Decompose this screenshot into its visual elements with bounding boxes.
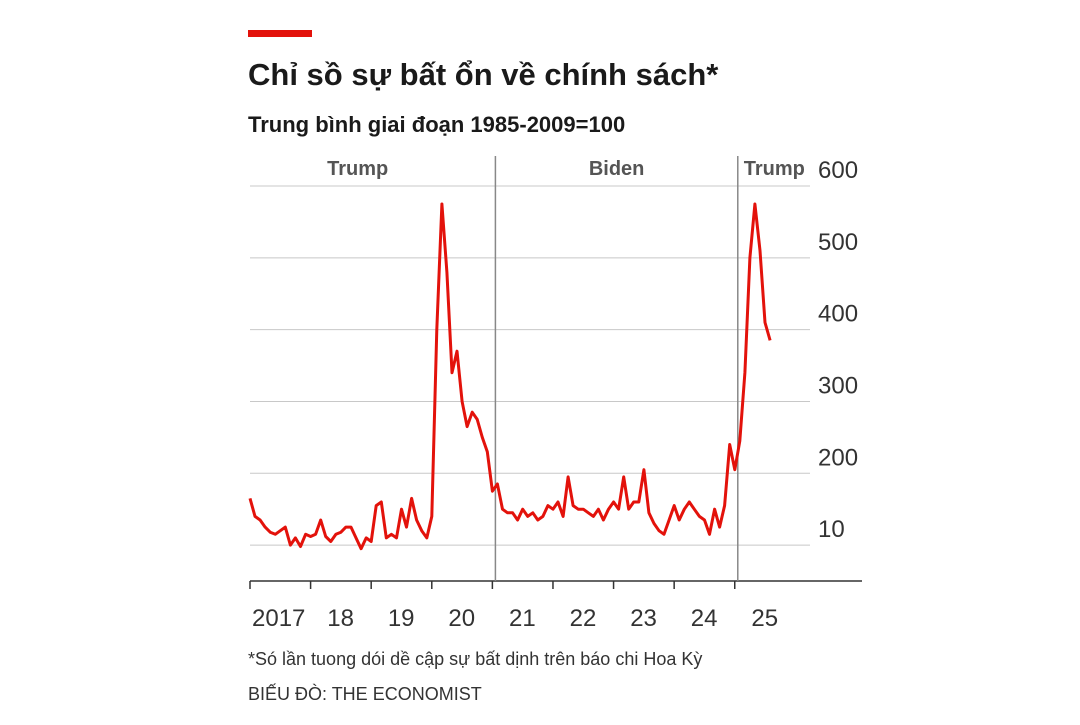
x-tick-label: 24 xyxy=(691,605,718,632)
era-label: Trump xyxy=(744,158,805,180)
x-tick-label: 21 xyxy=(509,605,536,632)
x-tick-label: 20 xyxy=(448,605,475,632)
y-tick-label: 400 xyxy=(818,301,858,328)
era-label: Trump xyxy=(327,158,388,180)
accent-bar xyxy=(248,30,312,37)
chart-title: Chỉ sồ sự bất ổn về chính sách* xyxy=(248,57,719,92)
x-tick-label: 19 xyxy=(388,605,415,632)
x-tick-label: 18 xyxy=(327,605,354,632)
footnote: *Só lần tuong dói dề cập sự bất dịnh trê… xyxy=(248,649,702,669)
x-tick-label: 25 xyxy=(751,605,778,632)
y-tick-label: 300 xyxy=(818,372,858,399)
source: BIẾU ĐÒ: THE ECONOMIST xyxy=(248,683,482,704)
x-tick-label: 2017 xyxy=(252,605,305,632)
x-tick-label: 22 xyxy=(570,605,597,632)
data-line xyxy=(248,202,772,551)
y-tick-label: 10 xyxy=(818,516,845,543)
chart-subtitle: Trung bình giai đoạn 1985-2009=100 xyxy=(248,112,625,137)
x-tick-label: 23 xyxy=(630,605,657,632)
y-tick-label: 500 xyxy=(818,229,858,256)
y-tick-label: 200 xyxy=(818,444,858,471)
era-label: Biden xyxy=(589,158,645,180)
y-tick-label: 600 xyxy=(818,157,858,184)
